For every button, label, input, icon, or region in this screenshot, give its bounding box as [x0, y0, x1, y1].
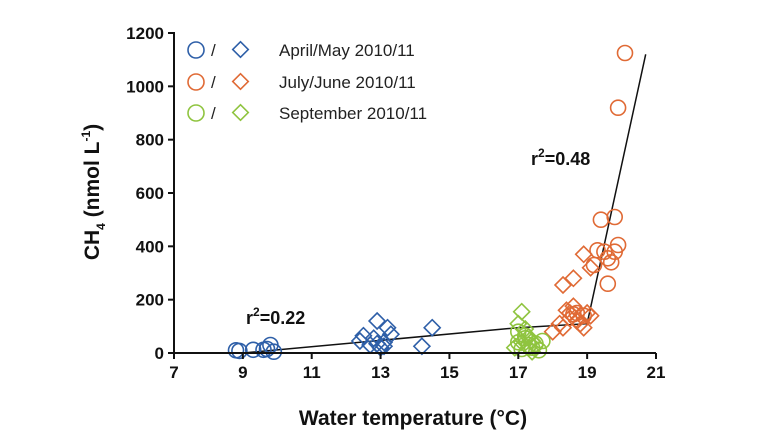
data-point-circle [602, 253, 620, 271]
data-point-diamond [512, 302, 531, 321]
data-point-diamond [557, 301, 576, 320]
data-point-diamond [412, 337, 432, 356]
legend: / April/May 2010/11 / July/June 2010/11 … [187, 40, 427, 123]
x-tick-label: 9 [238, 363, 247, 382]
r-squared-annotation: r2=0.22 [246, 305, 305, 328]
data-point-circle [616, 44, 634, 62]
axes-layer: 0 200 400 600 800 1000 1200 7 9 11 13 15 17 19 21 [126, 24, 665, 382]
data-point-circle [265, 343, 283, 361]
legend-circle-marker [187, 73, 205, 91]
data-point-diamond [522, 331, 542, 351]
y-tick-label: 0 [155, 344, 164, 363]
data-point-diamond [378, 318, 397, 337]
legend-diamond-marker [231, 72, 250, 91]
y-title-mid: (nmol L [81, 141, 104, 223]
legend-label: September 2010/11 [279, 104, 427, 123]
data-point-diamond [423, 318, 442, 337]
x-tick-label: 19 [578, 363, 597, 382]
x-tick-label: 7 [169, 363, 178, 382]
data-point-circle [606, 208, 624, 226]
points-layer [227, 44, 634, 361]
legend-entry: / April/May 2010/11 [187, 40, 415, 60]
data-point-diamond [509, 314, 528, 333]
data-point-diamond [581, 258, 600, 277]
data-point-circle [609, 236, 627, 254]
y-title-sub: 4 [94, 223, 108, 230]
y-tick-label: 1000 [126, 77, 164, 96]
y-tick-label: 200 [136, 291, 164, 310]
data-point-diamond [522, 342, 542, 361]
y-tick-label: 1200 [126, 24, 164, 43]
legend-separator: / [211, 73, 216, 92]
legend-label: July/June 2010/11 [279, 73, 416, 92]
data-point-diamond [367, 334, 387, 353]
legend-separator: / [211, 104, 216, 123]
data-point-diamond [374, 337, 394, 356]
data-point-circle [589, 242, 606, 259]
y-title-base: CH [81, 230, 104, 260]
legend-diamond-marker [231, 40, 250, 59]
data-point-circle [231, 342, 248, 360]
r-squared-annotation: r2=0.48 [531, 146, 590, 169]
data-point-circle [609, 99, 627, 116]
data-point-diamond [574, 318, 593, 337]
annot-base: r [246, 308, 253, 328]
data-point-diamond [505, 338, 524, 357]
x-tick-label: 15 [440, 363, 459, 382]
legend-entry: / September 2010/11 [187, 103, 427, 123]
annot-sup: 2 [538, 146, 545, 160]
legend-circle-marker [187, 104, 205, 122]
legend-entry: / July/June 2010/11 [187, 72, 416, 92]
y-tick-label: 800 [136, 131, 164, 150]
annot-rest: =0.22 [260, 308, 306, 328]
data-point-diamond [381, 325, 401, 344]
legend-diamond-marker [231, 103, 250, 122]
data-point-diamond [367, 311, 387, 331]
data-point-diamond [574, 245, 593, 264]
y-axis-title: CH4 (nmol L-1) [79, 124, 108, 260]
x-tick-label: 17 [509, 363, 528, 382]
data-point-circle [244, 341, 262, 359]
data-point-circle [255, 341, 272, 359]
data-point-diamond [553, 275, 573, 295]
x-tick-label: 21 [647, 363, 666, 382]
y-tick-label: 600 [136, 184, 164, 203]
x-tick-label: 11 [303, 363, 321, 382]
legend-label: April/May 2010/11 [279, 41, 415, 60]
data-point-circle [599, 275, 617, 293]
legend-separator: / [211, 41, 216, 60]
x-tick-label: 13 [371, 363, 390, 382]
data-point-diamond [564, 269, 583, 288]
legend-circle-marker [187, 41, 205, 59]
y-title-end: ) [81, 124, 104, 131]
data-point-diamond [512, 333, 531, 352]
data-point-circle [592, 211, 610, 228]
y-tick-label: 400 [136, 237, 164, 256]
y-title-sup: -1 [79, 130, 93, 141]
data-point-circle [534, 332, 551, 350]
data-point-diamond [581, 306, 600, 325]
annot-sup: 2 [253, 305, 260, 319]
annot-rest: =0.48 [545, 149, 591, 169]
annot-base: r [531, 149, 538, 169]
x-axis-title: Water temperature (°C) [299, 407, 527, 430]
